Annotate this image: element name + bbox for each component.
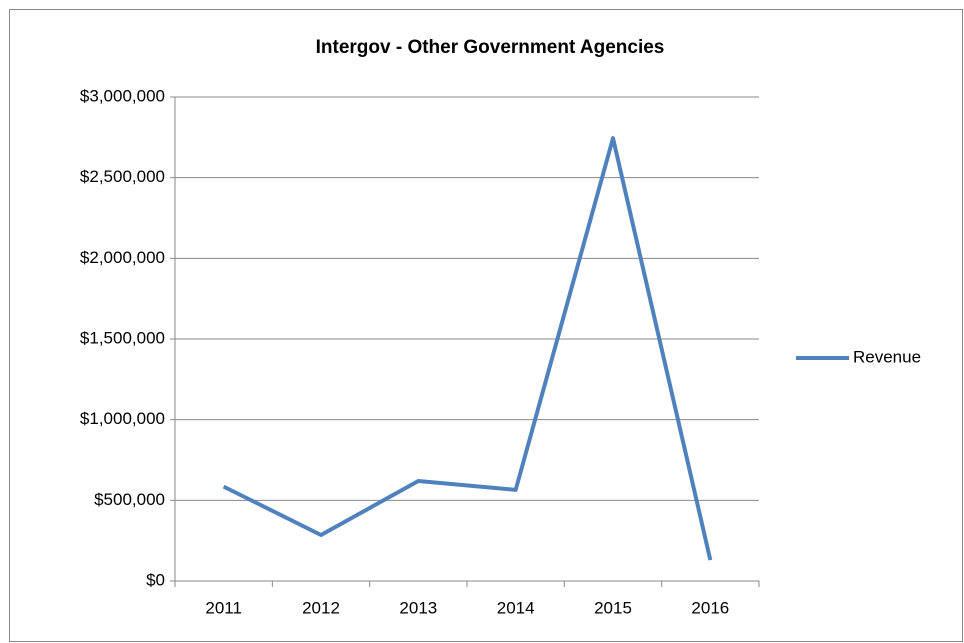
chart-frame [9,9,963,642]
y-tick-label: $3,000,000 [80,86,165,105]
x-tick-label: 2014 [497,598,535,617]
x-tick-label: 2011 [205,598,242,617]
legend-label: Revenue [853,347,921,366]
x-tick-label: 2016 [691,598,729,617]
x-tick-label: 2012 [302,598,340,617]
chart-title: Intergov - Other Government Agencies [316,37,665,58]
x-tick-label: 2013 [399,598,437,617]
y-tick-label: $2,500,000 [80,167,165,186]
y-tick-label: $0 [146,570,165,589]
y-tick-label: $2,000,000 [80,248,165,267]
x-tick-label: 2015 [594,598,632,617]
series-line [222,136,713,561]
y-tick-label: $1,500,000 [80,328,165,347]
y-tick-label: $500,000 [94,490,165,509]
y-tick-label: $1,000,000 [80,409,165,428]
